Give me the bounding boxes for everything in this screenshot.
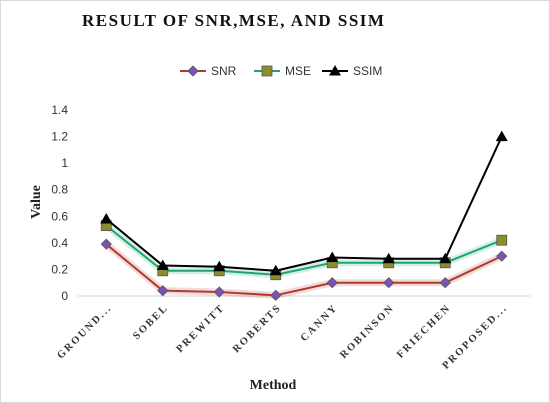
series-line [105,224,503,276]
x-tick-label: FRIECHEN [395,302,453,360]
x-tick-label: PREWITT [175,302,228,355]
y-tick-label: 1.2 [51,130,68,144]
data-point [157,285,169,297]
y-tick-label: 1.4 [51,103,68,117]
data-point [213,260,226,272]
data-point [326,251,339,262]
legend-item-snr: SNR [180,64,237,78]
y-tick-label: 0.6 [51,209,68,223]
y-axis-label: Value [29,185,44,219]
y-tick-label: 0.4 [51,236,68,250]
data-point [100,238,112,250]
series-group [100,130,508,301]
y-tick-label: 0 [61,289,68,303]
y-tick-label: 1 [61,156,68,170]
x-tick-label: CANNY [299,302,341,344]
x-axis: GROUND... SOBEL PREWITT ROBERTS CANNYROBINSO… [55,295,530,372]
legend-item-ssim: SSIM [322,64,382,78]
data-point [382,252,395,264]
legend-marker [329,65,341,76]
x-tick-label: ROBINSON [338,302,397,361]
series-mse [100,220,508,281]
data-point [495,130,508,142]
x-tick-label: GROUND... [55,302,114,361]
legend-label: MSE [285,64,311,78]
legend-label: SSIM [353,64,382,78]
legend-label: SNR [211,64,237,78]
y-tick-label: 0.2 [51,262,68,276]
legend-marker [261,65,273,77]
x-tick-label: SOBEL [131,302,171,342]
legend: SNR MSE SSIM [180,64,382,78]
data-point [496,250,508,262]
series-line [105,243,503,297]
x-tick-label: ROBERTS [231,302,284,355]
y-axis: 0 0.2 0.4 0.6 0.8 1 1.2 1.4 [51,103,68,303]
y-tick-label: 0.8 [51,183,68,197]
data-point [383,277,395,289]
series-snr [100,238,508,301]
data-point [100,212,113,224]
series-line [105,136,503,272]
data-point [156,259,169,270]
series-ssim [100,130,508,276]
chart-title: RESULT OF SNR,MSE, AND SSIM [82,11,385,30]
data-point [213,286,225,298]
data-point [326,277,338,289]
data-point [439,252,452,264]
data-point [496,234,508,246]
x-axis-label: Method [250,378,297,393]
data-point [269,264,282,276]
legend-item-mse: MSE [254,64,311,78]
data-point [439,277,451,289]
legend-marker [187,65,199,77]
data-point [270,289,282,301]
x-tick-label: PROPOSED... [441,302,510,371]
